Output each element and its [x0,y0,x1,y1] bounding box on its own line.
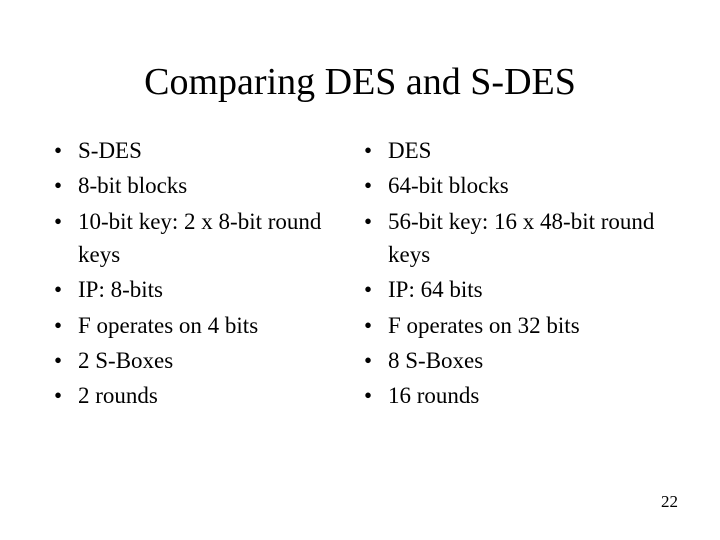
list-item: • 56-bit key: 16 x 48-bit round keys [360,205,670,272]
bullet-icon: • [360,134,388,167]
list-item-text: IP: 64 bits [388,273,670,306]
bullet-icon: • [50,344,78,377]
columns-container: • S-DES • 8-bit blocks • 10-bit key: 2 x… [50,134,670,415]
list-item: • 2 rounds [50,379,360,412]
bullet-icon: • [50,379,78,412]
list-item-text: 8 S-Boxes [388,344,670,377]
bullet-icon: • [360,379,388,412]
list-item-text: 8-bit blocks [78,169,360,202]
list-item-text: 10-bit key: 2 x 8-bit round keys [78,205,360,272]
list-item: • S-DES [50,134,360,167]
bullet-icon: • [360,169,388,202]
list-item-text: IP: 8-bits [78,273,360,306]
list-item: • DES [360,134,670,167]
slide-container: Comparing DES and S-DES • S-DES • 8-bit … [0,0,720,540]
bullet-icon: • [360,344,388,377]
right-column: • DES • 64-bit blocks • 56-bit key: 16 x… [360,134,670,415]
bullet-icon: • [50,169,78,202]
list-item-text: F operates on 32 bits [388,309,670,342]
list-item-text: DES [388,134,670,167]
list-item-text: 64-bit blocks [388,169,670,202]
list-item-text: S-DES [78,134,360,167]
bullet-icon: • [50,134,78,167]
list-item: • 2 S-Boxes [50,344,360,377]
list-item: • IP: 8-bits [50,273,360,306]
page-title: Comparing DES and S-DES [50,60,670,104]
left-column: • S-DES • 8-bit blocks • 10-bit key: 2 x… [50,134,360,415]
list-item-text: 16 rounds [388,379,670,412]
list-item-text: 56-bit key: 16 x 48-bit round keys [388,205,670,272]
list-item: • F operates on 32 bits [360,309,670,342]
list-item-text: 2 S-Boxes [78,344,360,377]
bullet-icon: • [360,273,388,306]
list-item: • F operates on 4 bits [50,309,360,342]
list-item: • 16 rounds [360,379,670,412]
list-item-text: F operates on 4 bits [78,309,360,342]
bullet-icon: • [360,309,388,342]
bullet-icon: • [50,309,78,342]
list-item: • IP: 64 bits [360,273,670,306]
list-item: • 8 S-Boxes [360,344,670,377]
list-item: • 10-bit key: 2 x 8-bit round keys [50,205,360,272]
bullet-icon: • [50,273,78,306]
bullet-icon: • [50,205,78,272]
list-item: • 64-bit blocks [360,169,670,202]
bullet-icon: • [360,205,388,272]
list-item: • 8-bit blocks [50,169,360,202]
list-item-text: 2 rounds [78,379,360,412]
page-number: 22 [661,492,678,512]
